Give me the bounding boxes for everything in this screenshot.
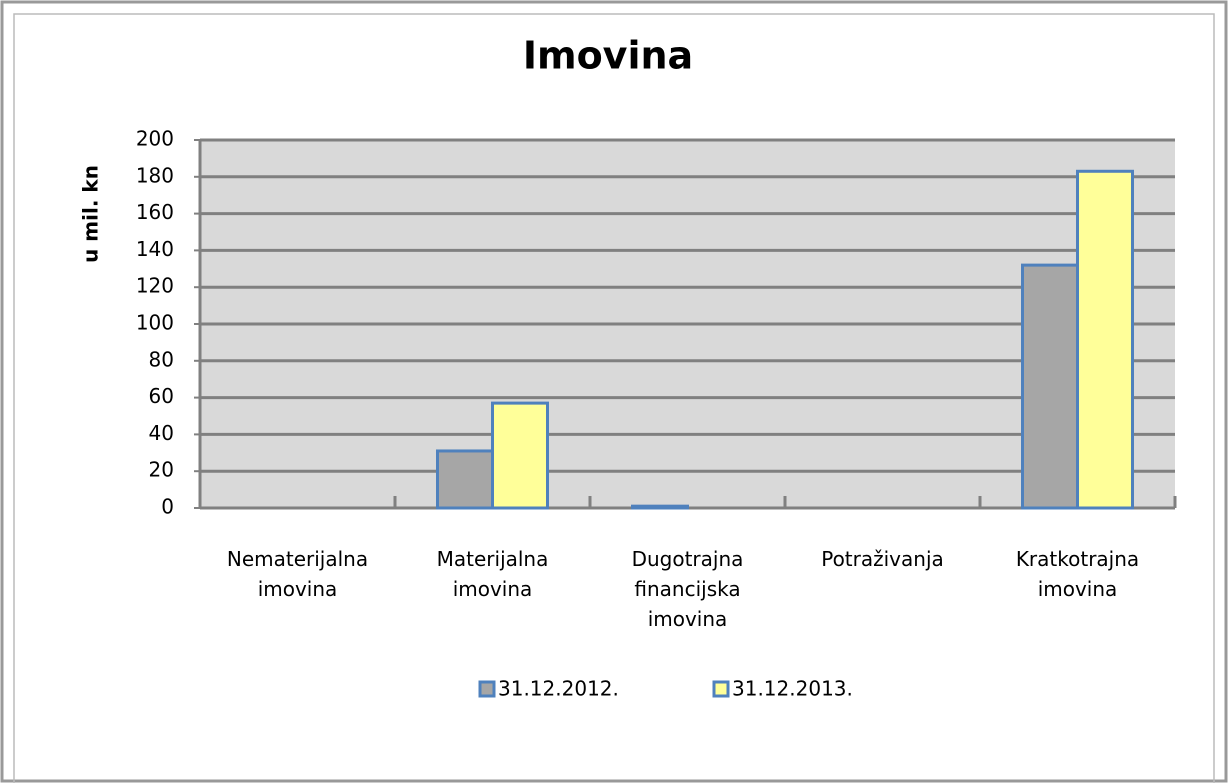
y-tick-label: 140 (136, 237, 174, 261)
x-tick-label: Potraživanja (821, 547, 944, 571)
y-tick-label: 80 (149, 347, 174, 371)
y-tick-label: 180 (136, 163, 174, 187)
y-tick-label: 120 (136, 274, 174, 298)
y-tick-label: 40 (149, 421, 174, 445)
chart-border (13, 13, 1215, 783)
legend-swatch (712, 680, 730, 698)
bar (491, 401, 549, 510)
y-axis-label: u mil. kn (79, 165, 103, 263)
y-tick-label: 20 (149, 458, 174, 482)
x-tick-label: Dugotrajna financijska imovina (631, 547, 744, 631)
bar (1021, 263, 1079, 510)
legend-label: 31.12.2013. (732, 677, 853, 701)
bar (436, 449, 494, 510)
legend-swatch (478, 680, 496, 698)
bar (1076, 169, 1134, 510)
chart-title: Imovina (523, 34, 693, 78)
x-tick-label: Nematerijalna imovina (226, 547, 369, 601)
x-tick-label: Materijalna imovina (436, 547, 549, 601)
y-tick-label: 200 (136, 127, 174, 151)
y-tick-label: 60 (149, 384, 174, 408)
bar (631, 504, 689, 510)
y-tick-label: 0 (161, 495, 174, 519)
y-tick-label: 100 (136, 311, 174, 335)
legend-label: 31.12.2012. (498, 677, 619, 701)
x-tick-label: Kratkotrajna imovina (1015, 547, 1140, 601)
y-tick-label: 160 (136, 200, 174, 224)
